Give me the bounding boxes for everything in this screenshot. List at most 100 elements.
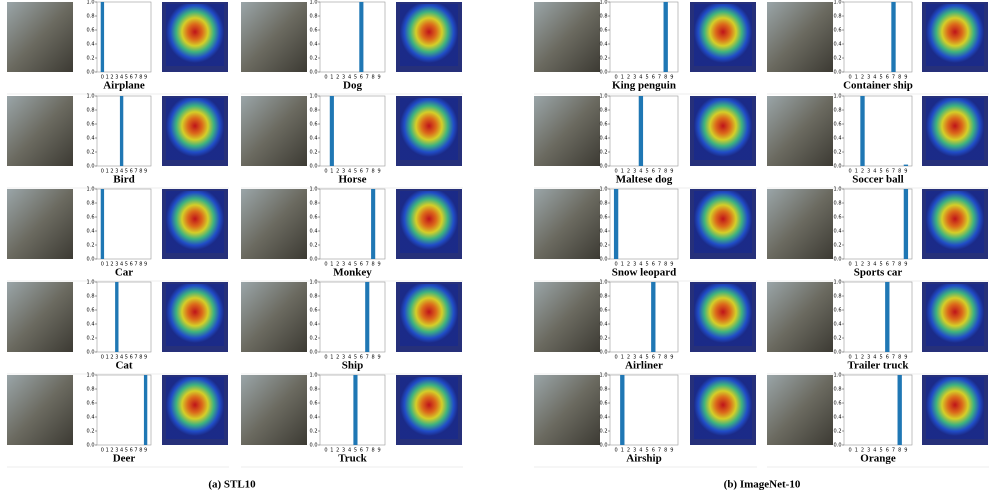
x-tick-label: 2 — [627, 355, 630, 361]
x-tick-label: 9 — [904, 169, 907, 175]
y-tick-label: 0.6 — [834, 215, 842, 221]
x-tick-label: 0 — [324, 169, 327, 175]
x-tick-label: 8 — [898, 262, 901, 268]
item-label: Deer — [113, 453, 136, 465]
y-tick-label: 0.4 — [600, 322, 608, 328]
x-tick-label: 6 — [652, 448, 655, 454]
heatmap — [166, 4, 224, 66]
heatmap — [926, 284, 984, 346]
panel-caption: (b) ImageNet-10 — [724, 479, 801, 491]
y-tick-label: 0.0 — [87, 443, 95, 449]
x-tick-label: 5 — [880, 355, 883, 361]
x-tick-label: 8 — [898, 448, 901, 454]
x-tick-label: 3 — [633, 448, 636, 454]
x-tick-label: 5 — [880, 448, 883, 454]
bar — [365, 282, 370, 352]
item-label: Cat — [115, 360, 132, 372]
y-tick-label: 0.6 — [600, 215, 608, 221]
plot-frame — [96, 95, 152, 167]
x-tick-label: 1 — [106, 75, 109, 81]
x-tick-label: 1 — [855, 448, 858, 454]
x-tick-label: 8 — [372, 169, 375, 175]
heatmap — [694, 4, 752, 66]
y-tick-label: 1.0 — [87, 94, 95, 100]
x-tick-label: 3 — [867, 75, 870, 81]
y-tick-label: 0.0 — [87, 164, 95, 170]
x-tick-label: 7 — [134, 169, 137, 175]
x-tick-label: 0 — [615, 448, 618, 454]
y-tick-label: 0.4 — [834, 42, 842, 48]
x-tick-label: 3 — [633, 75, 636, 81]
x-tick-label: 2 — [336, 448, 339, 454]
x-tick-label: 0 — [101, 169, 104, 175]
photo — [241, 2, 307, 72]
heatmap — [926, 4, 984, 66]
y-tick-label: 0.8 — [310, 201, 318, 207]
x-tick-label: 7 — [366, 448, 369, 454]
y-tick-label: 0.6 — [87, 308, 95, 314]
y-tick-label: 0.4 — [600, 229, 608, 235]
y-tick-label: 0.8 — [600, 108, 608, 114]
y-tick-label: 0.8 — [310, 387, 318, 393]
x-tick-label: 9 — [670, 169, 673, 175]
item-label: Container ship — [843, 80, 913, 92]
y-tick-label: 0.8 — [834, 387, 842, 393]
plot-frame — [96, 1, 152, 73]
x-tick-label: 7 — [892, 262, 895, 268]
y-tick-label: 0.4 — [834, 322, 842, 328]
x-tick-label: 8 — [898, 169, 901, 175]
x-tick-label: 9 — [670, 262, 673, 268]
y-tick-label: 0.6 — [600, 401, 608, 407]
x-tick-label: 4 — [120, 75, 123, 81]
x-tick-label: 7 — [658, 169, 661, 175]
y-tick-label: 0.8 — [600, 387, 608, 393]
plot-frame — [843, 188, 913, 260]
x-tick-label: 5 — [125, 355, 128, 361]
y-tick-label: 0.2 — [834, 243, 842, 249]
x-tick-label: 0 — [849, 355, 852, 361]
x-tick-label: 1 — [621, 169, 624, 175]
bar — [897, 375, 902, 445]
y-tick-label: 0.8 — [310, 294, 318, 300]
x-tick-label: 2 — [110, 262, 113, 268]
x-tick-label: 0 — [615, 262, 618, 268]
item-label: Dog — [343, 80, 362, 92]
x-tick-label: 5 — [646, 355, 649, 361]
heatmap — [166, 191, 224, 253]
y-tick-label: 0.0 — [310, 443, 318, 449]
bar — [638, 96, 644, 166]
item-label: Car — [115, 267, 133, 279]
x-tick-label: 7 — [658, 355, 661, 361]
x-tick-label: 2 — [336, 355, 339, 361]
y-tick-label: 0.0 — [834, 164, 842, 170]
x-tick-label: 2 — [336, 262, 339, 268]
plot-frame — [609, 95, 679, 167]
bar — [651, 282, 656, 352]
x-tick-label: 1 — [330, 75, 333, 81]
photo — [7, 282, 73, 352]
x-tick-label: 9 — [670, 448, 673, 454]
x-tick-label: 3 — [867, 262, 870, 268]
bar — [353, 375, 358, 445]
x-tick-label: 0 — [615, 355, 618, 361]
x-tick-label: 3 — [633, 262, 636, 268]
photo — [767, 2, 833, 72]
plot-frame — [319, 95, 386, 167]
x-tick-label: 9 — [144, 448, 147, 454]
x-tick-label: 6 — [360, 75, 363, 81]
x-tick-label: 5 — [646, 169, 649, 175]
x-tick-label: 1 — [855, 75, 858, 81]
plot-frame — [319, 188, 386, 260]
x-tick-label: 2 — [627, 169, 630, 175]
y-tick-label: 1.0 — [600, 94, 608, 100]
x-tick-label: 3 — [867, 448, 870, 454]
x-tick-label: 2 — [861, 75, 864, 81]
x-tick-label: 8 — [664, 448, 667, 454]
y-tick-label: 0.6 — [600, 28, 608, 34]
y-tick-label: 0.2 — [834, 150, 842, 156]
x-tick-label: 5 — [125, 75, 128, 81]
x-tick-label: 9 — [377, 448, 380, 454]
heatmap — [926, 191, 984, 253]
x-tick-label: 6 — [886, 169, 889, 175]
x-tick-label: 0 — [615, 75, 618, 81]
